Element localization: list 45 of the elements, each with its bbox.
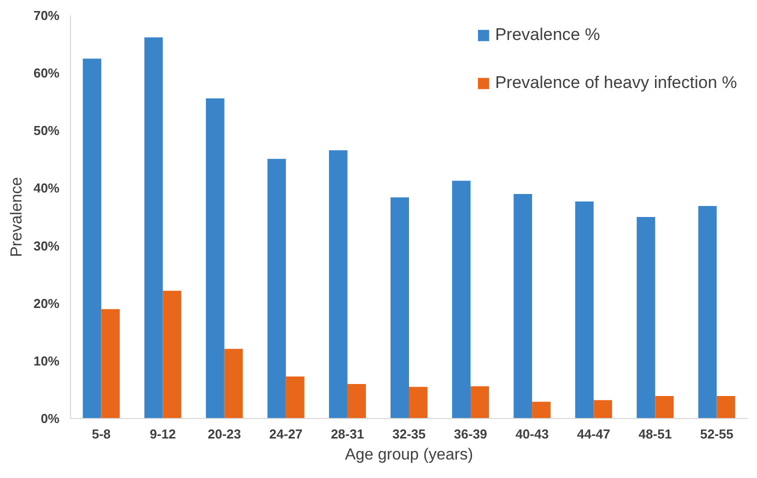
y-tick-label: 50% — [33, 123, 60, 138]
x-tick-label: 24-27 — [269, 426, 303, 442]
bar — [716, 396, 736, 418]
bar — [470, 386, 490, 418]
bar — [636, 217, 656, 418]
bar — [224, 348, 243, 418]
bar — [206, 98, 224, 418]
y-tick-label: 20% — [33, 296, 60, 311]
x-tick-label: 20-23 — [208, 426, 241, 442]
y-tick-label: 40% — [33, 180, 60, 196]
y-tick-label: 10% — [33, 353, 60, 368]
bar — [575, 201, 594, 418]
x-tick-label: 5-8 — [92, 426, 111, 442]
y-axis-title: Prevalence — [8, 176, 26, 258]
x-tick-label: 36-39 — [454, 426, 488, 442]
x-tick-label: 9-12 — [150, 426, 176, 442]
bar — [514, 194, 532, 418]
bar — [347, 384, 366, 418]
bar — [267, 158, 286, 418]
y-tick-label: 0% — [40, 411, 60, 426]
bar — [532, 402, 551, 418]
x-tick-label: 40-43 — [515, 426, 549, 442]
bar — [698, 206, 717, 418]
x-tick-label: 32-35 — [392, 426, 426, 442]
x-tick-label: 44-47 — [577, 426, 610, 442]
bar — [286, 376, 304, 418]
legend-label: Prevalence % — [495, 25, 600, 45]
bar — [452, 180, 471, 418]
x-tick-label: 28-31 — [330, 426, 364, 442]
y-tick-label: 30% — [33, 238, 60, 254]
bar — [82, 58, 102, 418]
legend-label: Prevalence of heavy infection % — [495, 73, 737, 93]
bar — [655, 396, 674, 418]
bar — [409, 386, 428, 418]
x-tick-label: 48-51 — [638, 426, 672, 442]
bar — [101, 309, 120, 418]
bar — [144, 37, 163, 418]
x-tick-label: 52-55 — [700, 426, 734, 442]
bar — [162, 290, 182, 418]
y-tick-label: 70% — [33, 8, 60, 23]
x-axis-title: Age group (years) — [344, 446, 474, 464]
bar — [594, 400, 612, 418]
bar — [328, 150, 348, 418]
bar — [390, 197, 409, 418]
y-tick-label: 60% — [33, 66, 60, 81]
